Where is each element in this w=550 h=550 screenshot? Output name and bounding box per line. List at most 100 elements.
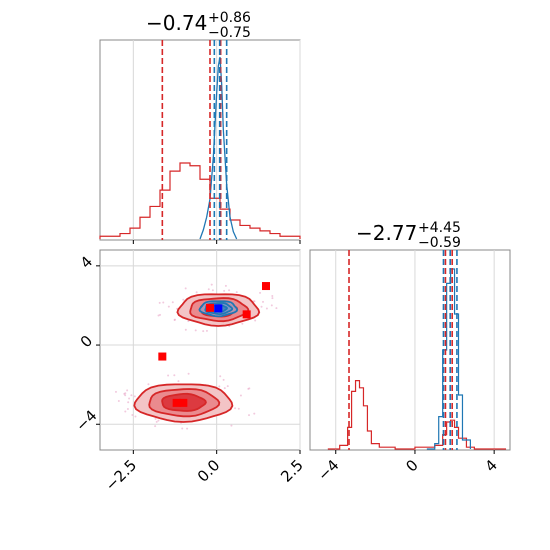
scatter-faint-dot-0-25 bbox=[186, 427, 189, 430]
scatter-faint-dot-0-5 bbox=[167, 374, 170, 377]
x1-hist-blue-step bbox=[426, 268, 471, 450]
scatter-faint-dot-1-10 bbox=[259, 291, 262, 294]
scatter-faint-dot-0-30 bbox=[237, 407, 240, 410]
scatter-faint-dot-1-14 bbox=[184, 328, 187, 331]
scatter-faint-dot-1-32 bbox=[205, 329, 208, 332]
x0-tick-label-2: 2.5 bbox=[277, 456, 307, 486]
scatter-faint-dot-0-39 bbox=[181, 427, 184, 430]
scatter-faint-dot-0-4 bbox=[131, 413, 134, 416]
red-marker-4 bbox=[242, 310, 251, 319]
title-x0-plus: +0.86 bbox=[208, 10, 251, 26]
scatter-faint-dot-0-32 bbox=[114, 390, 117, 393]
scatter-faint-dot-1-19 bbox=[241, 322, 244, 325]
scatter-faint-dot-1-15 bbox=[224, 284, 227, 287]
scatter-faint-dot-0-7 bbox=[127, 401, 130, 404]
x1-hist-red-step bbox=[327, 380, 507, 450]
scatter-faint-dot-1-30 bbox=[162, 301, 165, 304]
scatter-faint-dot-1-38 bbox=[171, 301, 174, 304]
scatter-faint-dot-1-34 bbox=[271, 297, 274, 300]
scatter-faint-dot-1-3 bbox=[194, 329, 197, 332]
scatter-faint-dot-1-37 bbox=[270, 304, 273, 307]
scatter-faint-dot-1-5 bbox=[265, 307, 268, 310]
scatter-faint-dot-1-4 bbox=[210, 283, 213, 286]
scatter-faint-dot-0-6 bbox=[154, 417, 157, 420]
scatter-faint-dot-1-35 bbox=[253, 300, 256, 303]
scatter-faint-dot-1-13 bbox=[202, 330, 205, 333]
scatter-faint-dot-1-27 bbox=[182, 298, 185, 301]
scatter-faint-dot-0-1 bbox=[223, 387, 226, 390]
scatter-faint-dot-0-20 bbox=[147, 383, 150, 386]
scatter-faint-dot-1-1 bbox=[195, 291, 198, 294]
scatter-faint-dot-0-29 bbox=[154, 425, 157, 428]
scatter-faint-dot-1-23 bbox=[223, 289, 226, 292]
scatter-faint-dot-0-14 bbox=[126, 389, 129, 392]
scatter-faint-dot-0-9 bbox=[124, 410, 127, 413]
scatter-faint-dot-0-12 bbox=[226, 385, 229, 388]
scatter-faint-dot-0-31 bbox=[124, 392, 127, 395]
x1-tick-label-0: −4 bbox=[314, 456, 342, 484]
title-x0-minus: −0.75 bbox=[208, 25, 251, 41]
title-x1: −2.77 +4.45 −0.59 bbox=[356, 220, 461, 251]
scatter-faint-dot-0-26 bbox=[218, 385, 221, 388]
scatter-faint-dot-1-39 bbox=[157, 314, 160, 317]
scatter-faint-dot-0-27 bbox=[133, 395, 136, 398]
scatter-faint-dot-0-21 bbox=[248, 387, 251, 390]
x0-tick-label-1: 0.0 bbox=[194, 456, 224, 486]
scatter-faint-dot-1-12 bbox=[260, 305, 263, 308]
scatter-faint-dot-1-18 bbox=[159, 313, 162, 316]
scatter-faint-dot-0-0 bbox=[117, 399, 120, 402]
x0-histogram-panel bbox=[99, 39, 301, 241]
scatter-faint-dot-0-22 bbox=[187, 372, 190, 375]
scatter-faint-dot-1-22 bbox=[261, 300, 264, 303]
scatter-faint-dot-0-36 bbox=[173, 374, 176, 377]
scatter-faint-dot-0-24 bbox=[134, 415, 137, 418]
scatter-faint-dot-1-33 bbox=[211, 289, 214, 292]
x1-hist-frame bbox=[309, 249, 511, 451]
x1-ytick-label-2: 4 bbox=[77, 253, 96, 272]
title-x0-median: −0.74 bbox=[146, 11, 207, 35]
scatter-faint-dot-0-33 bbox=[124, 394, 127, 397]
scatter-faint-dot-1-31 bbox=[184, 287, 187, 290]
scatter-faint-dot-0-11 bbox=[253, 412, 256, 415]
scatter-faint-dot-1-2 bbox=[228, 289, 231, 292]
blue-marker-0 bbox=[214, 304, 223, 313]
red-marker-1 bbox=[179, 398, 188, 407]
scatter-faint-dot-0-13 bbox=[234, 407, 237, 410]
scatter-faint-dot-1-21 bbox=[207, 288, 210, 291]
x1-ytick-label-0: −4 bbox=[72, 407, 100, 435]
x0-x1-scatter-panel bbox=[99, 249, 301, 451]
x0-hist-frame bbox=[99, 39, 301, 241]
title-x1-plus: +4.45 bbox=[418, 220, 461, 236]
red-marker-5 bbox=[206, 303, 214, 312]
scatter-faint-dot-1-26 bbox=[187, 320, 190, 323]
red-marker-3 bbox=[262, 282, 270, 291]
scatter-faint-dot-0-19 bbox=[222, 378, 225, 381]
title-x1-minus: −0.59 bbox=[418, 235, 461, 251]
title-x1-median: −2.77 bbox=[356, 221, 417, 245]
scatter-faint-dot-1-36 bbox=[235, 291, 238, 294]
scatter-faint-dot-1-7 bbox=[271, 294, 274, 297]
scatter-faint-dot-1-29 bbox=[275, 307, 278, 310]
scatter-faint-dot-0-38 bbox=[248, 414, 251, 417]
scatter-faint-dot-0-16 bbox=[219, 375, 222, 378]
x1-ytick-label-1: 0 bbox=[77, 332, 96, 351]
scatter-faint-dot-0-23 bbox=[128, 397, 131, 400]
scatter-faint-dot-1-28 bbox=[167, 305, 170, 308]
x1-tick-label-1: 0 bbox=[402, 456, 421, 475]
scatter-faint-dot-0-28 bbox=[239, 394, 242, 397]
scatter-faint-dot-0-8 bbox=[157, 419, 160, 422]
x1-histogram-panel bbox=[309, 249, 511, 451]
scatter-faint-dot-0-37 bbox=[230, 424, 233, 427]
x0-hist-red-step bbox=[99, 162, 301, 239]
title-x0: −0.74 +0.86 −0.75 bbox=[146, 10, 251, 41]
x1-tick-label-2: 4 bbox=[482, 456, 501, 475]
scatter-faint-dot-1-11 bbox=[254, 319, 257, 322]
scatter-faint-dot-1-9 bbox=[173, 319, 176, 322]
red-marker-2 bbox=[172, 398, 181, 407]
x0-tick-label-0: −2.5 bbox=[102, 456, 140, 494]
red-marker-0 bbox=[158, 352, 167, 361]
scatter-faint-dot-0-18 bbox=[126, 408, 129, 411]
scatter-faint-dot-0-15 bbox=[155, 420, 158, 423]
scatter-faint-dot-1-8 bbox=[158, 301, 161, 304]
